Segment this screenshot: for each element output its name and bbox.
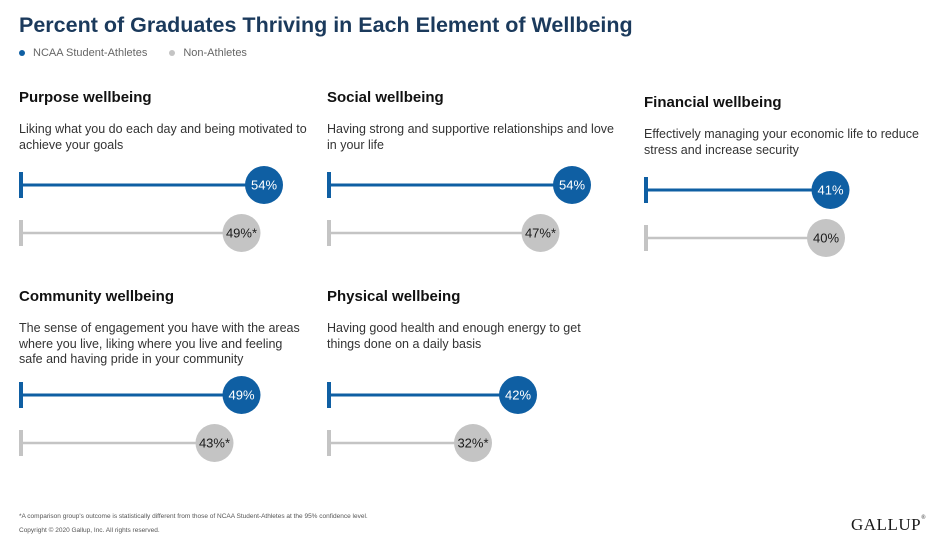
data-label: 41% [817,183,843,198]
legend-item-athletes: NCAA Student-Athletes [19,47,147,59]
panel-purpose: Purpose wellbeing Liking what you do eac… [19,89,319,252]
data-label: 32%* [457,436,488,451]
panel-title: Financial wellbeing [644,94,782,111]
logo-mark: ® [921,515,927,521]
data-point [811,171,850,209]
panel-physical: Physical wellbeing Having good health an… [327,288,627,462]
legend-item-non-athletes: Non-Athletes [169,47,247,59]
legend-label-athletes: NCAA Student-Athletes [33,47,148,59]
data-label: 54% [251,178,277,193]
panel-community: Community wellbeing The sense of engagem… [19,288,319,462]
data-label: 40% [813,231,839,246]
data-label: 43%* [199,436,230,451]
legend-label-non-athletes: Non-Athletes [183,47,247,59]
data-point [499,376,537,414]
legend-dot-athletes [19,50,25,56]
data-label: 47%* [525,226,556,241]
panel-description: The sense of engagement you have with th… [19,321,300,366]
data-point [553,166,591,204]
data-label: 49%* [226,226,257,241]
copyright: Copyright © 2020 Gallup, Inc. All rights… [19,527,160,534]
panel-title: Community wellbeing [19,288,175,305]
panel-title: Purpose wellbeing [19,89,152,106]
panel-description: Having good health and enough energy to … [327,321,581,351]
data-label: 49% [228,388,254,403]
data-label: 54% [559,178,585,193]
data-label: 42% [505,388,531,403]
panel-plot: 49% 43%* [19,376,261,462]
data-point [454,424,492,462]
panel-title: Social wellbeing [327,89,444,106]
data-point [222,214,261,252]
panel-description: Having strong and supportive relationshi… [327,122,614,152]
logo-text: GALLUP [851,515,922,534]
panel-plot: 42% 32%* [327,376,537,462]
footnote: *A comparison group's outcome is statist… [19,513,368,520]
data-point [521,214,560,252]
panel-description: Liking what you do each day and being mo… [19,122,307,152]
chart-title: Percent of Graduates Thriving in Each El… [19,13,633,37]
data-point [222,376,261,414]
panel-description: Effectively managing your economic life … [644,127,919,157]
data-point [195,424,234,462]
data-point [245,166,283,204]
panel-plot: 54% 47%* [327,166,591,252]
panel-plot: 54% 49%* [19,166,283,252]
gallup-logo: GALLUP® [851,515,926,535]
panel-plot: 41% 40% [644,171,850,257]
panel-social: Social wellbeing Having strong and suppo… [327,89,627,252]
legend-dot-non-athletes [169,50,176,56]
legend: NCAA Student-Athletes Non-Athletes [19,47,247,59]
panel-financial: Financial wellbeing Effectively managing… [644,94,944,257]
data-point [807,219,845,257]
panel-title: Physical wellbeing [327,288,461,305]
